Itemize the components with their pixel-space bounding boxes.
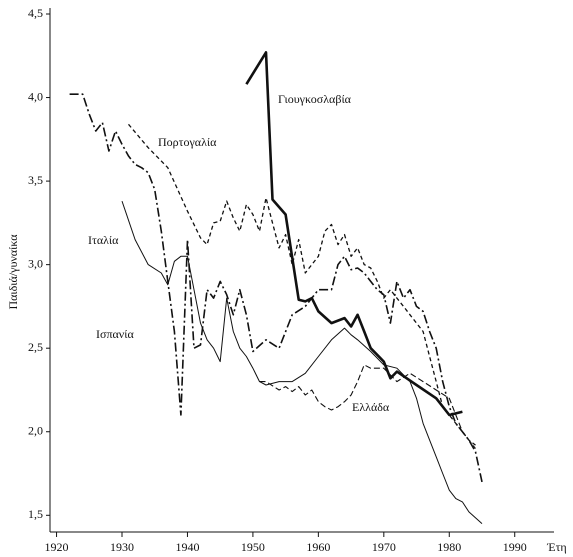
x-tick-label: 1930 — [110, 540, 134, 554]
y-tick-label: 1,5 — [28, 507, 43, 521]
series-line — [259, 364, 476, 449]
series-label: Ελλάδα — [352, 400, 390, 414]
series-line — [69, 93, 483, 483]
x-tick-label: 1970 — [372, 540, 396, 554]
y-tick-label: 4,5 — [28, 6, 43, 20]
y-tick-label: 2,5 — [28, 340, 43, 354]
series-line — [121, 200, 483, 524]
y-tick-label: 3,5 — [28, 173, 43, 187]
y-axis-label: Παιδιά/γυναίκα — [6, 234, 20, 310]
series-label: Ιταλία — [88, 233, 119, 247]
x-tick-label: 1920 — [45, 540, 69, 554]
y-tick-label: 3,0 — [28, 256, 43, 270]
series-line — [128, 123, 476, 446]
x-tick-label: 1940 — [175, 540, 199, 554]
series-label: Πορτογαλία — [158, 135, 217, 149]
y-tick-label: 4,0 — [28, 89, 43, 103]
y-tick-label: 2,0 — [28, 423, 43, 437]
x-tick-label: 1960 — [306, 540, 330, 554]
series-label: Ισπανία — [96, 327, 134, 341]
series-line — [245, 51, 463, 417]
x-tick-label: 1950 — [241, 540, 265, 554]
x-tick-label: 1990 — [503, 540, 527, 554]
x-axis-label: Έτη — [546, 540, 566, 554]
x-tick-label: 1980 — [437, 540, 461, 554]
series-label: Γιουγκοσλαβία — [278, 92, 352, 106]
